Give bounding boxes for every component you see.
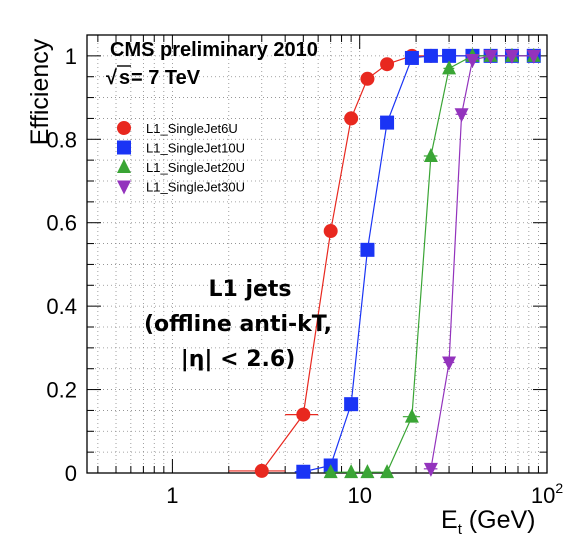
data-point [323,464,338,479]
data-point [296,407,311,422]
grid [87,34,548,474]
legend-label: L1_SingleJet6U [146,121,238,136]
data-point [380,57,395,72]
data-point [404,408,419,423]
legend-label: L1_SingleJet20U [146,160,245,175]
data-point [254,463,269,478]
x-tick-exponent: 2 [555,480,563,496]
data-point [344,464,359,479]
legend-label: L1_SingleJet10U [146,141,245,156]
x-label-sub: t [458,521,463,538]
legend-marker [117,159,131,173]
series-L1_SingleJet30U [423,49,541,477]
axes: 00.20.40.60.811 10 102 [46,34,563,508]
y-tick-label: 0 [65,461,77,486]
x-tick-label: 10 [347,483,371,508]
data-point [526,49,541,64]
x-axis-label: Et (GeV) [441,506,535,538]
x-tick-label: 1 [166,483,178,508]
center-line-3: |η| < 2.6) [181,347,296,372]
data-point [504,49,519,64]
plot-frame [86,34,548,474]
data-point [423,48,438,63]
data-point [442,60,457,75]
legend-marker [117,140,131,155]
y-tick-label: 0.2 [46,378,77,403]
y-tick-label: 0.6 [46,211,77,236]
data-point [442,48,457,63]
annotation-experiment: CMS preliminary 2010 [110,39,318,61]
legend-marker [117,180,131,195]
x-label-main: E [441,506,458,534]
svg-text:Et (GeV): Et (GeV) [441,506,535,538]
center-line-2: (offline anti-kT, [144,312,332,337]
legend: L1_SingleJet6U L1_SingleJet10U L1_SingleJe… [117,121,245,195]
data-point [360,71,375,86]
legend-marker [117,121,131,135]
data-point [442,356,457,371]
data-point [296,464,311,479]
data-point [344,111,359,126]
data-point [423,147,438,162]
data-point [344,397,359,412]
data-point [380,464,395,479]
data-point [360,464,375,479]
center-annotation: L1 jets (offline anti-kT, |η| < 2.6) [144,277,332,372]
data-point [454,108,469,123]
data-point [323,224,338,239]
data-series [228,47,541,479]
sqrt-symbol: √ [106,67,118,89]
data-point [360,242,375,257]
energy-sqrt-var: s [119,67,130,89]
y-axis-label: Efficiency [26,38,54,145]
data-point [465,54,480,69]
y-tick-label: 0.8 [46,127,77,152]
data-point [380,115,395,130]
center-line-1: L1 jets [208,277,291,302]
data-point [483,49,498,64]
y-tick-label: 0.4 [46,294,77,319]
data-point [423,462,438,477]
annotation-energy: √ s = 7 TeV [106,65,201,89]
x-label-unit: (GeV) [462,506,536,534]
legend-label: L1_SingleJet30U [146,180,245,195]
data-point [404,50,419,65]
energy-value: = 7 TeV [131,67,201,89]
y-tick-label: 1 [65,44,77,69]
